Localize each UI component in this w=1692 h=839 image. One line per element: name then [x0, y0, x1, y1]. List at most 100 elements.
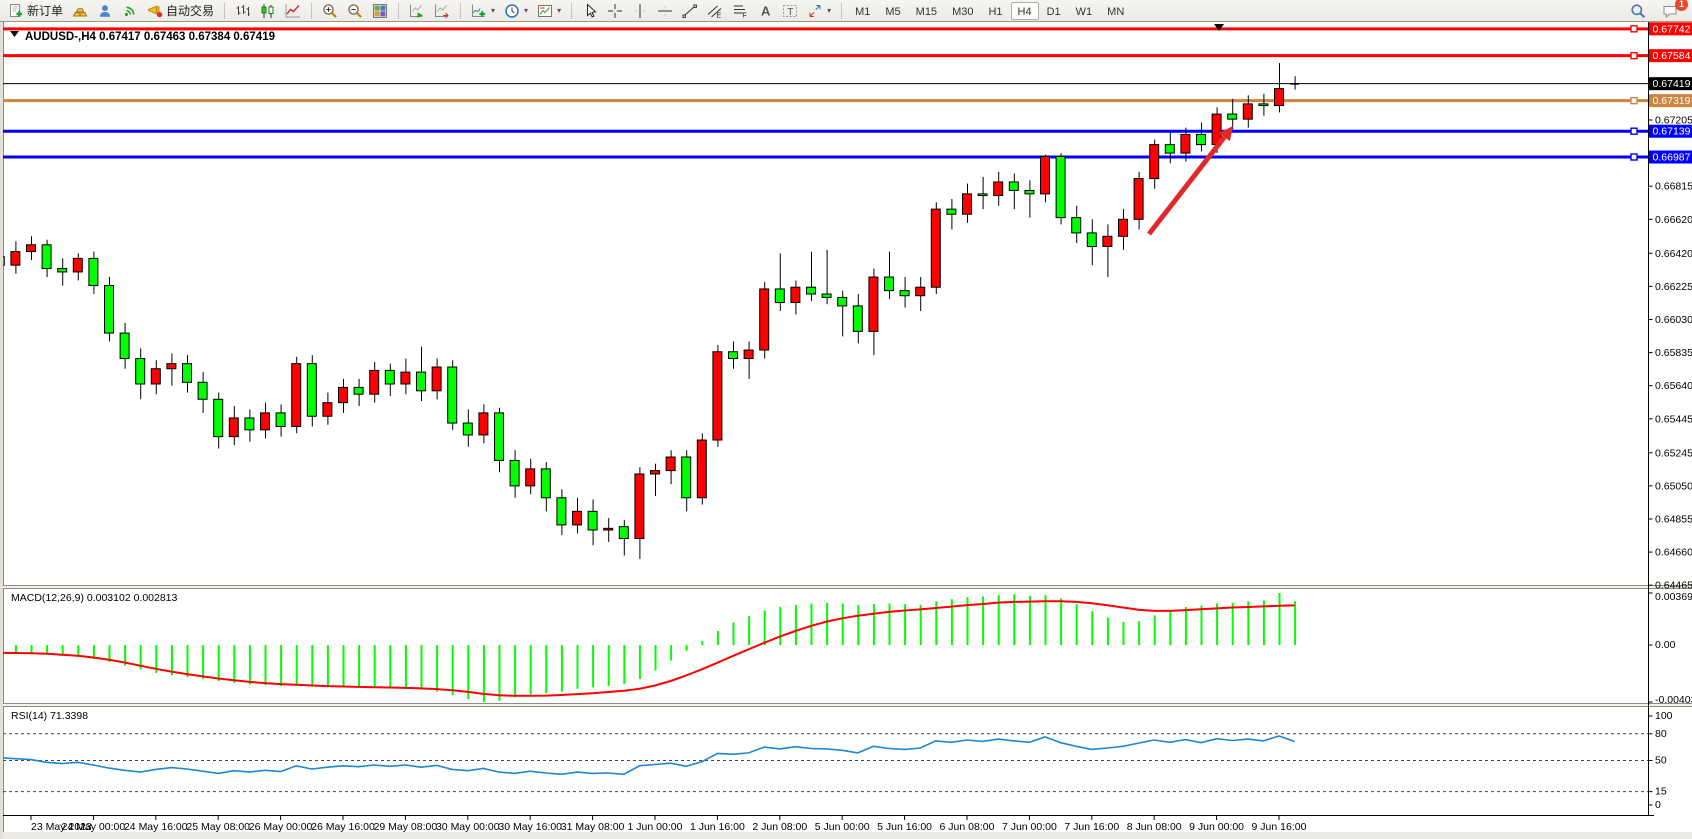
hline-0.67742[interactable] [3, 25, 1648, 33]
candle [478, 404, 489, 444]
candle [228, 406, 239, 446]
candle [10, 241, 21, 274]
timeframe-h1-button[interactable]: H1 [988, 5, 1003, 18]
indicators-button[interactable]: ▾ [467, 1, 499, 21]
candle [743, 341, 754, 379]
chart-shift-button[interactable] [430, 1, 454, 21]
periods-button[interactable]: ▾ [500, 1, 532, 21]
candle [150, 360, 161, 395]
candle [977, 176, 988, 210]
time-tick-label: 2 Jun 08:00 [752, 821, 807, 833]
timeframe-w1-button[interactable]: W1 [1075, 5, 1093, 18]
candle [915, 277, 926, 312]
chevron-down-icon[interactable]: ▾ [827, 6, 832, 15]
time-tick-label: 29 May 08:00 [374, 821, 438, 833]
deposit-button[interactable] [68, 1, 92, 21]
zoom-out-button[interactable] [343, 1, 367, 21]
candle [1071, 205, 1082, 244]
chevron-down-icon[interactable]: ▾ [491, 6, 496, 15]
line-anchor [1630, 25, 1638, 33]
line-chart-mode-button[interactable] [281, 1, 305, 21]
text-tool-button[interactable]: A [753, 1, 777, 21]
chart-shift-marker [1214, 24, 1224, 31]
candle-chart-mode-button[interactable] [256, 1, 280, 21]
candle [197, 372, 208, 413]
trendline-tool-button[interactable] [678, 1, 702, 21]
candle [494, 407, 504, 473]
line-chart-icon [285, 3, 301, 19]
line-anchor [1630, 127, 1638, 135]
time-tick-label: 24 May 00:00 [62, 821, 126, 833]
periods-icon [504, 3, 520, 19]
vertical-line-tool-button[interactable] [628, 1, 652, 21]
algo-trading-button[interactable]: 自动交易 [143, 1, 218, 21]
line-anchor [1630, 96, 1638, 105]
price-tick-label: 0.66815 [1655, 181, 1692, 193]
bar-chart-mode-button[interactable] [231, 1, 255, 21]
timeframe-d1-button[interactable]: D1 [1046, 5, 1061, 18]
zoom-in-button[interactable] [318, 1, 342, 21]
search-button[interactable] [1626, 1, 1650, 21]
candle [540, 462, 551, 512]
trend-arrow-annotation[interactable] [1147, 126, 1233, 236]
candle [899, 277, 910, 308]
candle [946, 198, 957, 230]
price-tick-label: 0.65640 [1655, 380, 1692, 392]
time-tick-label: 1 Jun 16:00 [690, 821, 745, 833]
community-button[interactable] [93, 1, 117, 21]
rsi-tick-label: 100 [1655, 710, 1673, 722]
timeframe-m1-button[interactable]: M1 [855, 5, 871, 18]
cursor-button[interactable] [578, 1, 602, 21]
horizontal-line-tool-button[interactable] [653, 1, 677, 21]
toolbar-group [405, 1, 454, 21]
fibonacci-tool-button[interactable]: F [728, 1, 752, 21]
templates-button[interactable]: ▾ [533, 1, 565, 21]
new-order-button[interactable]: 新订单 [4, 1, 67, 21]
price-axis[interactable]: 0.67205 0.66815 0.66620 0.66420 0.66225 0.660… [1648, 22, 1692, 592]
arrowhead[interactable] [1218, 126, 1233, 142]
community-icon [97, 3, 113, 19]
time-tick-label: 7 Jun 00:00 [1002, 821, 1057, 833]
macd-histogram [14, 593, 1297, 702]
chevron-down-icon[interactable]: ▾ [557, 6, 562, 15]
candle [416, 346, 426, 401]
time-tick-label: 25 May 08:00 [186, 821, 250, 833]
timeframe-m30-button[interactable]: M30 [952, 5, 974, 18]
candle [119, 322, 130, 369]
candle [634, 467, 645, 559]
chart-title: AUDUSD-,H4 0.67417 0.67463 0.67384 0.674… [25, 31, 275, 43]
text-label-tool-button[interactable]: T [778, 1, 802, 21]
timeframe-h4-button[interactable]: H4 [1010, 1, 1039, 20]
chevron-down-icon[interactable]: ▾ [524, 6, 529, 15]
time-tick-label: 24 May 16:00 [124, 821, 188, 833]
equidistant-channel-tool-button[interactable]: E [703, 1, 727, 21]
hline-0.67584[interactable] [3, 51, 1648, 60]
hline-0.67139[interactable] [3, 127, 1648, 135]
vline-icon [632, 3, 648, 19]
chart-menu-icon[interactable] [10, 31, 19, 37]
rsi-pane: RSI(14) 71.3398 100 80 50 150 [0, 710, 1673, 811]
auto-scroll-button[interactable] [405, 1, 429, 21]
timeframe-m5-button[interactable]: M5 [885, 5, 901, 18]
candle [806, 251, 816, 301]
crosshair-button[interactable] [603, 1, 627, 21]
algo-trading-label: 自动交易 [166, 4, 215, 18]
notifications-button[interactable]: 1 [1658, 0, 1688, 21]
time-tick-label: 9 Jun 16:00 [1252, 821, 1307, 833]
candle [447, 360, 458, 430]
candle [774, 253, 785, 312]
hline-0.67319[interactable] [3, 96, 1648, 105]
toolbar-group: 新订单 自动交易 [4, 1, 218, 21]
tile-windows-button[interactable] [368, 1, 392, 21]
signals-button[interactable] [118, 1, 142, 21]
trendline-icon [682, 3, 698, 19]
candle [728, 341, 738, 369]
timeframe-m15-button[interactable]: M15 [915, 5, 938, 18]
hline-0.66987[interactable] [3, 153, 1648, 161]
svg-text:E: E [717, 12, 722, 19]
arrows-tool-button[interactable]: ▾ [803, 1, 835, 21]
timeframe-mn-button[interactable]: MN [1107, 5, 1125, 18]
time-tick-label: 26 May 00:00 [249, 821, 313, 833]
price-tick-label: 0.66620 [1655, 214, 1692, 226]
